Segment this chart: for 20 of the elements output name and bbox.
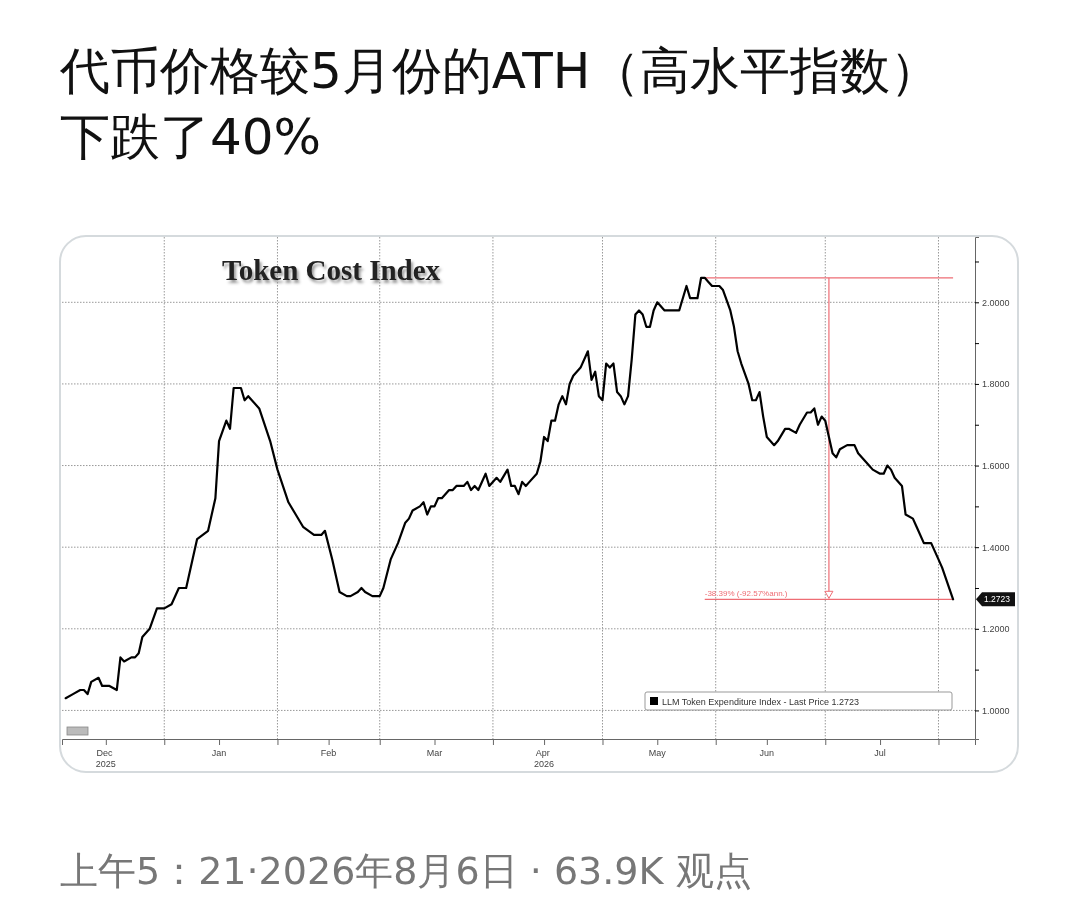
y-tick-label: 1.0000 <box>982 705 1010 716</box>
x-tick-label: Feb <box>320 748 337 758</box>
x-tick-label: Apr 2026 <box>534 748 555 769</box>
x-tick-label: May <box>648 748 667 758</box>
chart-title: 代币价格较5月份的ATH（高水平指数）下跌了40% <box>60 41 942 168</box>
x-tick-label: Dec 2025 <box>95 748 116 769</box>
legend-label: LLM Token Expenditure Index - Last Price 1.2723 <box>662 696 859 707</box>
y-tick-label: 1.8000 <box>982 379 1010 390</box>
text: Token Cost Index <box>222 254 441 286</box>
x-tick-label: Jul <box>874 748 886 758</box>
y-tick-label: 1.2000 <box>982 624 1010 635</box>
x-tick-label: Mar <box>426 748 443 758</box>
y-tick-label: 1.4000 <box>982 542 1010 553</box>
text: 1.2723 <box>984 594 1011 605</box>
y-tick-label: 2.0000 <box>982 297 1010 308</box>
x-tick-label: Jan <box>211 748 227 758</box>
annotation: -38.39% (-92.57%ann.) <box>704 589 788 599</box>
y-tick-label: 1.6000 <box>982 460 1010 471</box>
x-tick-label: Jun <box>759 748 775 758</box>
text: 上午5：21·2026年8月6日 · 63.9K 观点 <box>60 848 752 895</box>
